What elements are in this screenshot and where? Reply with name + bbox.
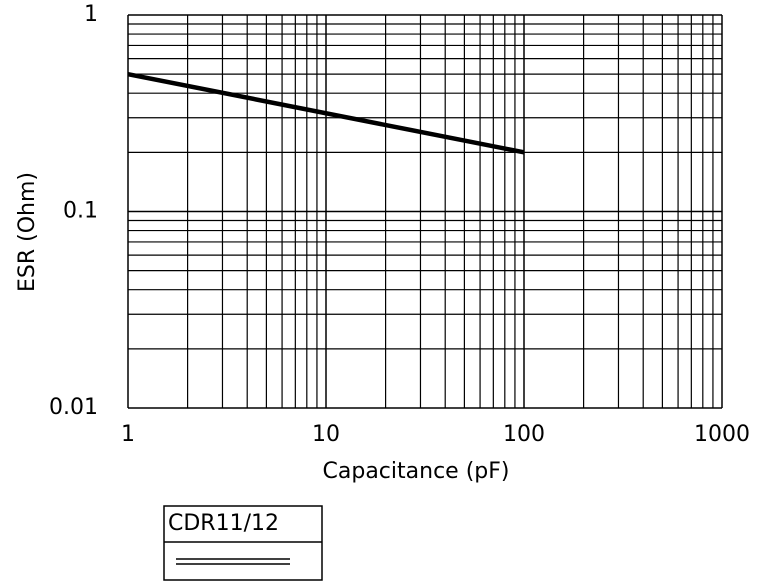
x-tick-label: 10: [312, 422, 340, 447]
x-tick-label: 100: [503, 422, 545, 447]
x-tick-label: 1000: [694, 422, 750, 447]
y-axis-label: ESR (Ohm): [15, 172, 40, 292]
x-tick-label: 1: [121, 422, 135, 447]
y-tick-label: 0.1: [63, 199, 98, 224]
y-tick-label: 0.01: [49, 395, 98, 420]
legend-label: CDR11/12: [168, 511, 279, 536]
data-line: [127, 71, 525, 155]
y-tick-label: 1: [84, 2, 98, 27]
legend-box: [163, 505, 323, 581]
x-axis-label: Capacitance (pF): [323, 459, 510, 484]
